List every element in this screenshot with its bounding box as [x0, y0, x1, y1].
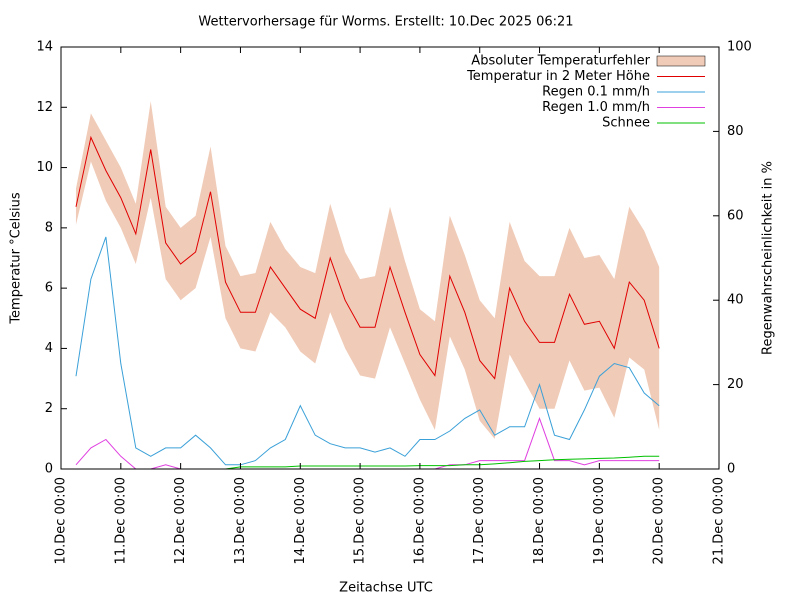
- x-tick-label: 12.Dec 00:00: [173, 477, 188, 564]
- y-axis-label: Temperatur °Celsius: [9, 192, 24, 325]
- x-tick-label: 10.Dec 00:00: [54, 477, 69, 564]
- y2-tick-label: 20: [727, 377, 744, 392]
- x-tick-label: 15.Dec 00:00: [353, 477, 368, 564]
- x-tick-label: 20.Dec 00:00: [652, 477, 667, 564]
- legend-label: Absoluter Temperaturfehler: [471, 54, 650, 69]
- y-tick-label: 10: [36, 160, 53, 175]
- legend-swatch: [656, 55, 706, 67]
- x-tick-label: 16.Dec 00:00: [412, 477, 427, 564]
- legend-label: Temperatur in 2 Meter Höhe: [466, 69, 650, 84]
- x-tick-label: 21.Dec 00:00: [712, 477, 727, 564]
- x-tick-label: 19.Dec 00:00: [592, 477, 607, 564]
- y2-tick-label: 0: [727, 462, 735, 477]
- series-line: [75, 135, 660, 380]
- y-tick-label: 12: [36, 100, 53, 115]
- legend-label: Regen 0.1 mm/h: [542, 85, 650, 100]
- error-band: [75, 101, 660, 439]
- y-tick-label: 6: [45, 281, 53, 296]
- y2-tick-label: 80: [727, 124, 744, 139]
- y-tick-label: 14: [36, 40, 53, 55]
- x-axis-label: Zeitachse UTC: [339, 581, 433, 596]
- chart-title: Wettervorhersage für Worms. Erstellt: 10…: [198, 15, 573, 30]
- y-tick-label: 2: [45, 401, 53, 416]
- legend-label: Schnee: [602, 116, 650, 131]
- y2-tick-label: 60: [727, 208, 744, 223]
- x-tick-label: 14.Dec 00:00: [293, 477, 308, 564]
- y-tick-label: 0: [45, 462, 53, 477]
- plot-border: [60, 46, 720, 470]
- y2-tick-label: 40: [727, 293, 744, 308]
- y2-axis-label: Regenwahrscheinlichkeit in %: [761, 161, 776, 355]
- legend-label: Regen 1.0 mm/h: [542, 100, 650, 115]
- series-line: [75, 416, 660, 470]
- series-line: [75, 236, 660, 466]
- x-tick-label: 13.Dec 00:00: [233, 477, 248, 564]
- y-tick-label: 8: [45, 220, 53, 235]
- series-line: [76, 455, 660, 470]
- x-tick-label: 11.Dec 00:00: [113, 477, 128, 564]
- x-tick-label: 17.Dec 00:00: [472, 477, 487, 564]
- y2-tick-label: 100: [727, 40, 752, 55]
- x-tick-label: 18.Dec 00:00: [532, 477, 547, 564]
- y-tick-label: 4: [45, 341, 53, 356]
